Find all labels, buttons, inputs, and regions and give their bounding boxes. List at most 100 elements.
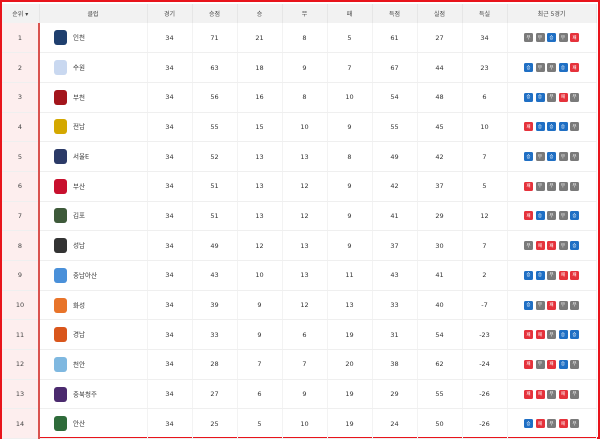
result-badge: 무 (547, 389, 556, 399)
club-cell[interactable]: 인천 (39, 23, 148, 54)
draws-cell: 9 (282, 52, 328, 83)
points-cell: 52 (192, 141, 238, 172)
goal-difference-cell: 23 (462, 52, 508, 83)
played-cell: 34 (147, 52, 193, 83)
club-name: 김포 (73, 211, 85, 220)
rank-cell: 9 (2, 260, 40, 291)
losses-cell: 19 (327, 379, 373, 410)
result-badge: 무 (535, 152, 545, 162)
table-row[interactable]: 11 경남 34 33 9 6 19 31 54 -23 패 패 무 승 승 (2, 319, 597, 351)
club-logo-icon (54, 60, 67, 76)
table-row[interactable]: 2 수원 34 63 18 9 7 67 44 23 승 무 무 승 패 (2, 52, 597, 83)
result-badge: 무 (570, 359, 579, 369)
wins-cell: 9 (237, 319, 283, 351)
club-logo-icon (54, 297, 67, 313)
club-cell[interactable]: 안산 (39, 408, 148, 439)
table-row[interactable]: 9 충남아산 34 43 10 13 11 43 41 2 승 승 무 패 패 (2, 260, 597, 291)
result-badge: 패 (524, 181, 533, 191)
club-cell[interactable]: 김포 (39, 201, 148, 232)
table-row[interactable]: 13 충북청주 34 27 6 9 19 29 55 -26 패 패 무 패 무 (2, 379, 597, 410)
result-badge: 승 (524, 419, 533, 429)
result-badge: 패 (547, 241, 556, 251)
result-badge: 무 (535, 300, 545, 310)
result-badge: 승 (570, 330, 579, 340)
rank-cell: 14 (2, 408, 40, 439)
played-cell: 34 (147, 230, 193, 261)
result-badge: 패 (524, 122, 533, 132)
table-row[interactable]: 10 화성 34 39 9 12 13 33 40 -7 승 무 패 무 무 (2, 290, 597, 321)
goals-against-cell: 40 (417, 290, 463, 321)
club-cell[interactable]: 수원 (39, 52, 148, 83)
club-cell[interactable]: 성남 (39, 230, 148, 261)
table-row[interactable]: 7 김포 34 51 13 12 9 41 29 12 패 승 무 무 승 (2, 201, 597, 232)
draws-cell: 8 (282, 23, 328, 54)
club-logo-icon (54, 149, 67, 165)
table-row[interactable]: 14 안산 34 25 5 10 19 24 50 -26 승 패 무 패 무 (2, 408, 597, 439)
table-row[interactable]: 8 성남 34 49 12 13 9 37 30 7 무 패 패 무 승 (2, 230, 597, 261)
table-row[interactable]: 5 서울E 34 52 13 13 8 49 42 7 승 무 승 무 무 (2, 141, 597, 172)
goals-against-cell: 37 (417, 171, 463, 202)
rank-cell: 8 (2, 230, 40, 261)
result-badge: 패 (558, 270, 568, 280)
header-rank[interactable]: 순위 ▾ (2, 4, 40, 23)
table-row[interactable]: 3 부천 34 56 16 8 10 54 48 6 승 승 무 패 무 (2, 82, 597, 113)
draws-cell: 8 (282, 82, 328, 113)
club-cell[interactable]: 화성 (39, 290, 148, 321)
rank-cell: 4 (2, 112, 40, 143)
club-name: 성남 (73, 241, 85, 250)
goals-against-cell: 45 (417, 112, 463, 143)
result-badge: 무 (558, 181, 568, 191)
wins-cell: 7 (237, 349, 283, 380)
result-badge: 승 (524, 270, 533, 280)
result-badge: 무 (558, 300, 568, 310)
table-row[interactable]: 4 전남 34 55 15 10 9 55 45 10 패 승 승 승 무 (2, 112, 597, 143)
rank-cell: 13 (2, 379, 40, 410)
goal-difference-cell: 5 (462, 171, 508, 202)
goals-against-cell: 50 (417, 408, 463, 439)
rank-cell: 7 (2, 201, 40, 232)
result-badge: 패 (558, 92, 568, 102)
club-cell[interactable]: 서울E (39, 141, 148, 172)
goals-against-cell: 44 (417, 52, 463, 83)
table-row[interactable]: 12 천안 34 28 7 7 20 38 62 -24 패 무 패 승 무 (2, 349, 597, 380)
club-name: 충북청주 (73, 390, 97, 399)
club-name: 부천 (73, 93, 85, 102)
table-row[interactable]: 6 부산 34 51 13 12 9 42 37 5 패 무 무 무 무 (2, 171, 597, 202)
header-draws: 무 (282, 4, 328, 23)
header-recent-5: 최근 5경기 (507, 4, 597, 23)
losses-cell: 9 (327, 112, 373, 143)
result-badge: 패 (570, 33, 579, 43)
goals-against-cell: 41 (417, 260, 463, 291)
club-cell[interactable]: 충남아산 (39, 260, 148, 291)
result-badge: 무 (535, 181, 545, 191)
points-cell: 63 (192, 52, 238, 83)
goal-difference-cell: -26 (462, 379, 508, 410)
losses-cell: 10 (327, 82, 373, 113)
goals-for-cell: 41 (372, 201, 418, 232)
club-cell[interactable]: 부천 (39, 82, 148, 113)
club-cell[interactable]: 경남 (39, 319, 148, 351)
goals-against-cell: 62 (417, 349, 463, 380)
rank-cell: 2 (2, 52, 40, 83)
club-name: 수원 (73, 63, 85, 72)
club-name: 전남 (73, 122, 85, 131)
goal-difference-cell: -26 (462, 408, 508, 439)
club-cell[interactable]: 부산 (39, 171, 148, 202)
result-badge: 패 (535, 241, 545, 251)
goal-difference-cell: 10 (462, 112, 508, 143)
header-wins: 승 (237, 4, 283, 23)
points-cell: 49 (192, 230, 238, 261)
goals-for-cell: 61 (372, 23, 418, 54)
club-cell[interactable]: 천안 (39, 349, 148, 380)
club-cell[interactable]: 전남 (39, 112, 148, 143)
goal-difference-cell: 6 (462, 82, 508, 113)
table-row[interactable]: 1 인천 34 71 21 8 5 61 27 34 무 무 승 무 패 (2, 23, 597, 54)
club-cell[interactable]: 충북청주 (39, 379, 148, 410)
goals-for-cell: 43 (372, 260, 418, 291)
